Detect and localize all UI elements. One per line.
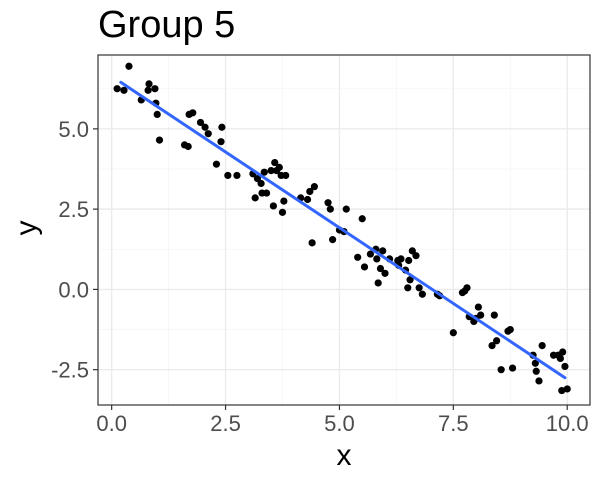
data-point (262, 189, 271, 197)
data-point (151, 85, 159, 93)
data-point (155, 136, 164, 144)
data-point (280, 197, 288, 205)
data-point (493, 337, 501, 345)
y-axis-ticks: -2.5 0.0 2.5 5.0 (51, 117, 98, 383)
data-point (397, 255, 405, 263)
data-point (153, 110, 161, 119)
x-axis-ticks: 0.0 2.5 5.0 7.5 10.0 (96, 405, 589, 436)
data-point (463, 284, 471, 292)
data-point (405, 256, 413, 265)
data-point (477, 311, 485, 319)
data-point (278, 208, 287, 216)
data-point (418, 290, 426, 298)
data-point (308, 239, 316, 247)
trend-line (119, 80, 567, 380)
data-point (329, 236, 337, 244)
data-point (556, 354, 564, 363)
data-point (145, 80, 153, 88)
data-point (196, 118, 205, 127)
data-point (506, 325, 514, 334)
panel-border (97, 54, 591, 406)
minor-gridlines (98, 55, 590, 405)
data-point (267, 166, 275, 175)
data-point (212, 160, 221, 168)
data-point (490, 311, 498, 319)
data-point (535, 377, 543, 385)
data-point (189, 109, 197, 117)
x-tick-label: 5.0 (324, 411, 355, 436)
data-point (381, 269, 389, 277)
chart-title: Group 5 (98, 4, 235, 46)
x-axis-title: x (337, 439, 352, 472)
data-point (282, 171, 290, 180)
data-point (559, 348, 567, 356)
data-point (271, 158, 279, 167)
data-point (217, 138, 225, 146)
data-point (360, 263, 369, 271)
data-point (201, 123, 209, 131)
data-point (412, 252, 420, 260)
data-point (342, 205, 350, 213)
y-axis-title: y (10, 221, 43, 236)
y-tick-label: 5.0 (58, 117, 89, 142)
data-point (531, 359, 539, 367)
data-point (326, 205, 334, 213)
data-point (376, 264, 385, 273)
data-point (558, 386, 566, 395)
data-point (379, 247, 387, 255)
data-point (184, 142, 192, 151)
data-point (508, 364, 517, 372)
major-gridlines (98, 55, 590, 405)
data-point (474, 303, 482, 311)
x-tick-label: 2.5 (210, 411, 241, 436)
data-point (224, 171, 232, 180)
data-point (538, 341, 546, 350)
data-point (404, 284, 412, 292)
data-point (204, 130, 212, 138)
data-point (275, 163, 283, 171)
data-point (532, 367, 540, 375)
data-point (113, 85, 121, 93)
y-tick-label: -2.5 (51, 358, 89, 383)
data-point (449, 329, 457, 337)
data-point (561, 362, 569, 371)
data-point (251, 194, 259, 202)
data-point (488, 341, 496, 350)
data-point (120, 86, 128, 94)
data-point (366, 250, 375, 258)
y-tick-label: 0.0 (58, 277, 89, 302)
data-point (269, 202, 277, 210)
data-point (497, 366, 505, 374)
data-point (218, 123, 226, 131)
data-point (257, 179, 265, 188)
data-point (358, 215, 366, 223)
x-tick-label: 0.0 (96, 411, 127, 436)
data-point (306, 187, 314, 196)
data-point (373, 255, 381, 263)
data-point (303, 195, 312, 204)
data-point (310, 183, 318, 191)
data-point (125, 62, 133, 70)
data-point (354, 253, 362, 261)
data-point (563, 385, 571, 393)
data-point (324, 199, 332, 207)
data-point (374, 279, 382, 287)
x-tick-label: 10.0 (546, 411, 589, 436)
y-tick-label: 2.5 (58, 197, 89, 222)
data-point (260, 168, 268, 176)
data-point (233, 171, 241, 180)
data-point (144, 86, 152, 94)
x-tick-label: 7.5 (438, 411, 469, 436)
data-point (415, 284, 423, 292)
data-point (406, 276, 414, 284)
